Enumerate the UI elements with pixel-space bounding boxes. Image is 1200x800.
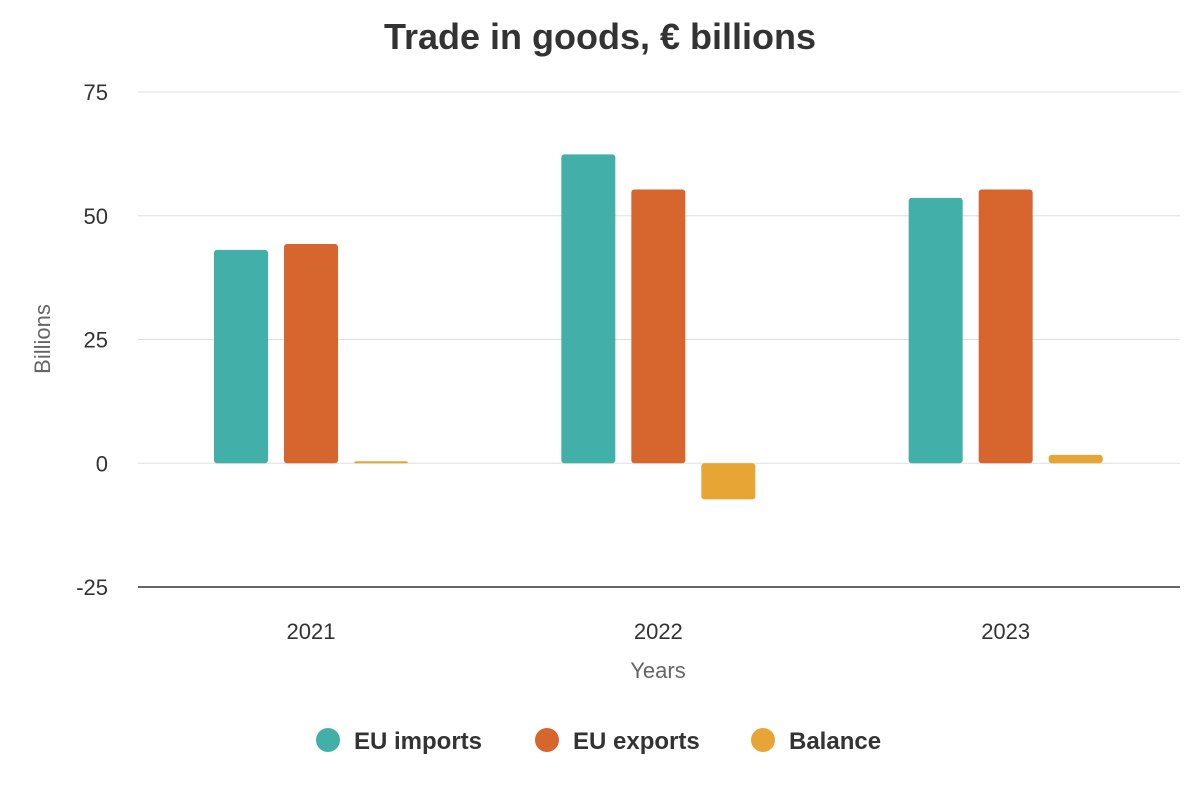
bar-balance-2022 [701,463,756,500]
legend-label-eu-exports: EU exports [573,728,700,755]
legend-marker-eu-exports [535,728,559,752]
y-tick-label: 0 [96,451,108,476]
bar-eu-imports-2023 [908,197,963,464]
x-axis-title: Years [630,658,685,683]
bar-eu-exports-2021 [284,243,338,464]
x-tick-label: 2023 [981,619,1030,644]
bar-eu-exports-2023 [978,189,1033,464]
y-tick-label: 25 [84,328,108,353]
legend-marker-balance [751,728,775,752]
axes: 75 50 25 0 -25 2021 2022 2023 [76,80,1180,644]
legend: EU imports EU exports Balance [316,728,881,755]
y-tick-label: 75 [84,80,108,105]
bar-eu-imports-2022 [561,154,616,464]
legend-label-balance: Balance [789,728,881,755]
y-tick-label: -25 [76,575,108,600]
y-axis-title: Billions [30,304,55,374]
x-tick-label: 2021 [287,619,336,644]
chart-title: Trade in goods, € billions [384,16,816,57]
bar-balance-2023 [1048,454,1103,464]
bar-eu-exports-2022 [631,189,686,464]
x-tick-label: 2022 [634,619,683,644]
y-tick-label: 50 [84,204,108,229]
legend-label-eu-imports: EU imports [354,728,482,755]
bars [214,154,1103,500]
bar-eu-imports-2021 [214,249,268,464]
bar-balance-2021 [354,461,408,464]
legend-marker-eu-imports [316,728,340,752]
